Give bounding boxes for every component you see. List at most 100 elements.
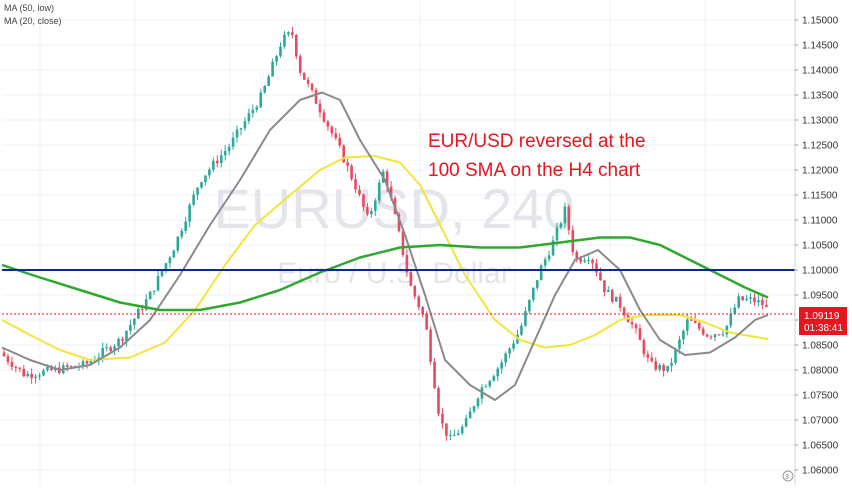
candle-body: [362, 194, 365, 207]
candle-body: [192, 194, 195, 205]
candle-body: [658, 365, 661, 370]
candle-body: [618, 296, 622, 308]
candle-body: [318, 103, 322, 113]
y-tick-label: 1.11000: [802, 216, 838, 227]
candle-body: [425, 314, 428, 330]
candle-body: [642, 340, 646, 355]
candle-body: [295, 34, 298, 57]
candle-body: [413, 285, 417, 297]
candle-body: [298, 56, 302, 73]
candle-body: [302, 72, 306, 80]
candle-body: [374, 200, 377, 212]
candle-body: [144, 299, 148, 310]
candle-body: [575, 251, 579, 259]
candle-body: [646, 354, 650, 358]
candle-body: [733, 307, 737, 314]
candle-body: [761, 300, 764, 305]
candle-body: [666, 365, 669, 372]
candle-body: [204, 175, 207, 183]
candle-body: [713, 334, 717, 338]
candle-body: [219, 155, 223, 164]
description-watermark: Euro / U.S. Dollar: [277, 257, 510, 290]
price-label-countdown: 01:38:41: [804, 323, 843, 334]
y-tick-label: 1.09500: [802, 291, 839, 302]
indicator-ma-50-low[interactable]: MA (50, low): [4, 3, 55, 13]
price-label-box: [799, 307, 847, 335]
candle-body: [421, 307, 424, 315]
y-tick-label: 1.08500: [802, 341, 839, 352]
y-tick-label: 1.06000: [802, 466, 839, 477]
candle-body: [255, 107, 259, 110]
candle-body: [2, 352, 6, 357]
y-tick-label: 1.07500: [802, 391, 839, 402]
candle-body: [614, 296, 618, 302]
ma-50-low-line: [1, 155, 769, 361]
candle-body: [634, 324, 638, 329]
candle-body: [46, 366, 49, 371]
y-tick-label: 1.10000: [802, 266, 839, 277]
candle-body: [140, 308, 144, 310]
candle-body: [587, 259, 590, 261]
y-tick-label: 1.10500: [802, 241, 839, 252]
candle-body: [10, 361, 14, 368]
y-tick-label: 1.07000: [802, 416, 839, 427]
candle-body: [184, 221, 187, 231]
candle-body: [456, 433, 460, 436]
candle-body: [433, 361, 436, 389]
candle-body: [370, 211, 373, 215]
candle-body: [559, 223, 563, 228]
candle-body: [405, 254, 409, 273]
candle-body: [105, 347, 108, 349]
candle-body: [279, 46, 282, 56]
candle-body: [156, 275, 160, 291]
candle-body: [401, 231, 405, 255]
candle-body: [630, 322, 634, 325]
candle-body: [453, 435, 456, 437]
candle-body: [26, 374, 29, 377]
candle-body: [109, 347, 112, 351]
candle-body: [38, 375, 41, 377]
candle-body: [595, 263, 598, 273]
candle-body: [741, 296, 744, 301]
candle-body: [354, 179, 357, 190]
candle-body: [314, 89, 318, 104]
candle-body: [654, 361, 658, 370]
candle-body: [275, 55, 278, 62]
candle-body: [176, 236, 180, 251]
candle-body: [520, 325, 523, 335]
candles: [2, 26, 768, 441]
candle-body: [622, 307, 626, 316]
candle-body: [441, 413, 444, 424]
candle-body: [212, 160, 215, 170]
candle-body: [464, 418, 468, 427]
candle-body: [701, 328, 705, 335]
candle-body: [251, 109, 255, 114]
y-tick-label: 1.14500: [802, 41, 839, 52]
candle-body: [662, 365, 665, 372]
candle-body: [429, 329, 432, 362]
candle-body: [223, 150, 227, 156]
indicator-ma-20-close[interactable]: MA (20, close): [4, 16, 62, 26]
candle-body: [164, 263, 168, 272]
candle-body: [310, 83, 314, 90]
candle-body: [69, 365, 73, 368]
candle-body: [417, 296, 421, 308]
candle-body: [168, 257, 172, 264]
candle-body: [500, 362, 503, 369]
candle-body: [468, 411, 472, 419]
candle-body: [650, 357, 654, 362]
candle-body: [607, 290, 610, 292]
candle-body: [492, 376, 496, 381]
candle-body: [745, 298, 748, 301]
candle-body: [22, 368, 26, 377]
candle-body: [334, 133, 338, 138]
candle-body: [496, 368, 500, 377]
candle-body: [705, 334, 709, 337]
candle-body: [101, 348, 105, 358]
y-tick-label: 1.13500: [802, 91, 839, 102]
annotation-line-2: 100 SMA on the H4 chart: [428, 160, 641, 181]
candle-body: [42, 370, 45, 376]
candle-body: [346, 162, 349, 166]
candle-body: [717, 334, 721, 336]
candle-body: [200, 182, 203, 188]
